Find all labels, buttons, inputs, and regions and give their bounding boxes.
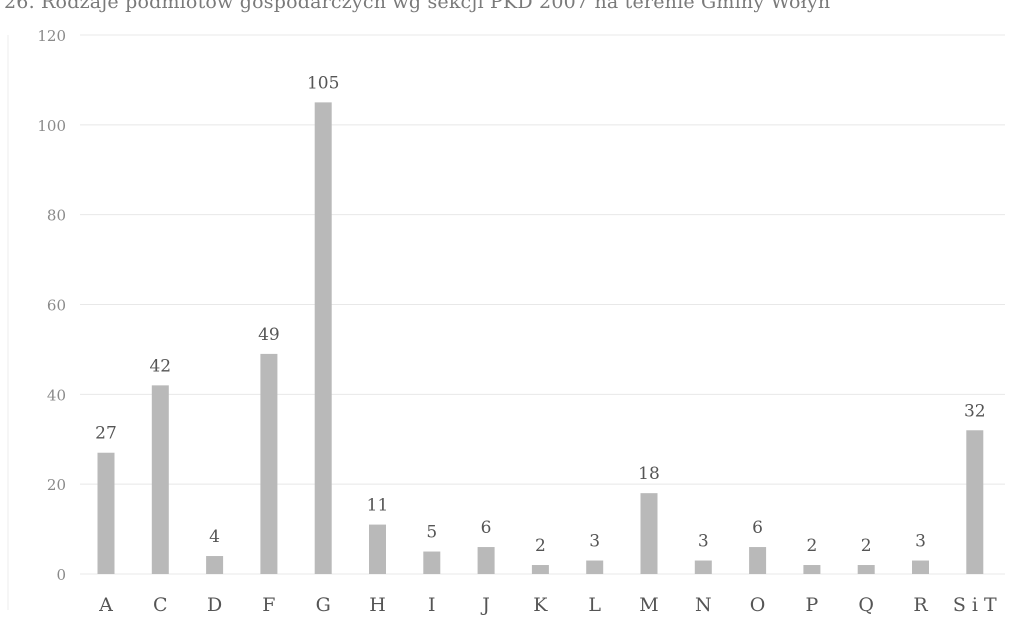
data-label: 5	[426, 523, 437, 543]
x-tick-label: H	[369, 594, 386, 616]
x-tick-label: J	[480, 594, 490, 616]
x-tick-label: M	[639, 594, 658, 616]
bar	[586, 560, 604, 574]
data-label: 49	[258, 325, 280, 345]
x-tick-label: A	[98, 594, 113, 616]
y-tick-label: 0	[56, 566, 66, 584]
y-tick-label: 60	[47, 297, 66, 315]
data-label: 2	[535, 536, 546, 556]
x-tick-label: I	[428, 594, 436, 616]
y-tick-label: 20	[47, 476, 66, 494]
y-tick-label: 40	[47, 386, 66, 404]
x-tick-label: L	[588, 594, 601, 616]
data-label: 32	[964, 401, 986, 421]
data-label: 4	[209, 527, 220, 547]
x-tick-label: S i T	[953, 594, 997, 616]
bar	[640, 493, 658, 574]
bar	[369, 524, 386, 574]
x-tick-label: C	[153, 594, 168, 616]
x-tick-label: F	[262, 594, 275, 616]
data-label: 42	[149, 356, 171, 376]
x-tick-label: K	[533, 594, 548, 616]
y-tick-label: 120	[37, 27, 66, 45]
bar	[314, 102, 332, 574]
y-tick-label: 100	[37, 117, 66, 135]
x-tick-label: G	[316, 594, 331, 616]
x-tick-label: D	[207, 594, 222, 616]
bar	[477, 547, 495, 574]
data-label: 6	[752, 518, 763, 538]
x-tick-label: R	[913, 594, 928, 616]
data-label: 105	[307, 73, 339, 93]
bar	[531, 565, 549, 574]
x-tick-label: Q	[858, 594, 874, 616]
bar	[966, 430, 984, 574]
data-label: 11	[367, 496, 389, 516]
bar	[151, 385, 169, 574]
data-label: 18	[638, 464, 660, 484]
bar	[260, 353, 278, 574]
y-tick-label: 80	[47, 207, 66, 225]
bar	[857, 565, 875, 574]
x-tick-label: P	[806, 594, 819, 616]
data-label: 3	[915, 532, 926, 552]
bar	[206, 556, 224, 574]
x-tick-label: O	[750, 594, 766, 616]
bar	[912, 560, 929, 574]
data-label: 2	[861, 536, 872, 556]
bar	[97, 452, 115, 574]
bar	[423, 551, 441, 574]
bar	[749, 547, 767, 574]
bar	[694, 560, 712, 574]
data-label: 3	[698, 532, 709, 552]
bar	[803, 565, 821, 574]
data-label: 3	[589, 532, 600, 552]
x-tick-label: N	[695, 594, 712, 616]
chart-title: 26. Rodzaje podmiotów gospodarczych wg s…	[4, 0, 831, 13]
data-label: 27	[95, 424, 117, 444]
data-label: 2	[806, 536, 817, 556]
data-label: 6	[481, 518, 492, 538]
